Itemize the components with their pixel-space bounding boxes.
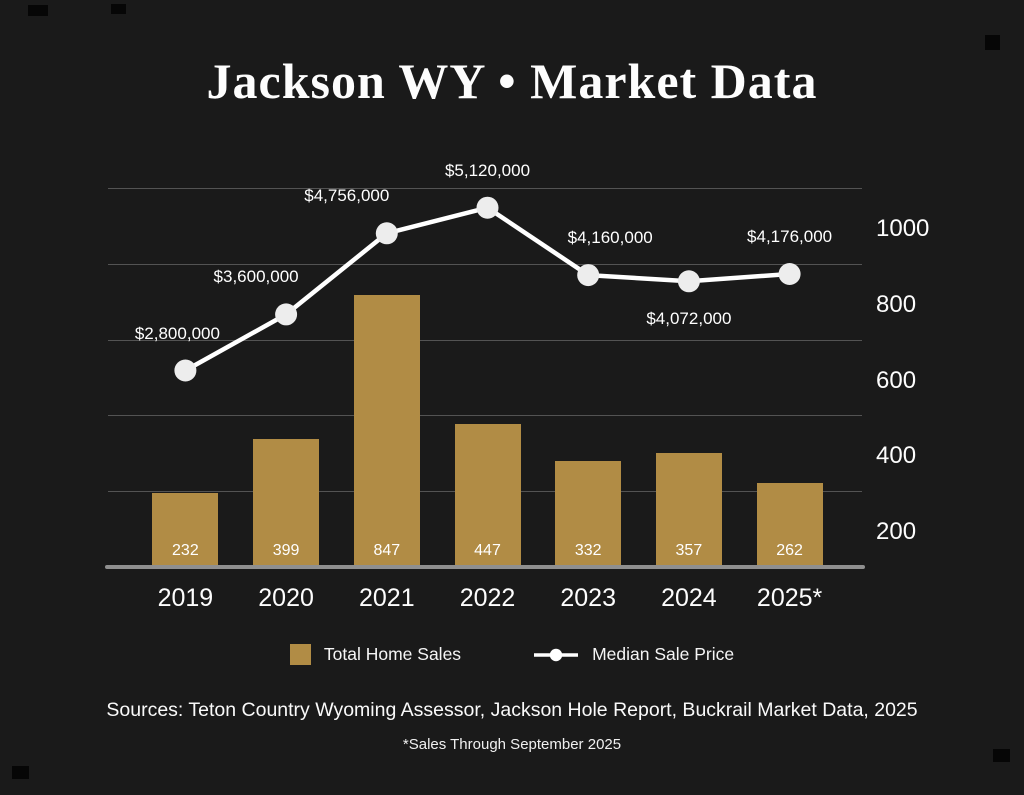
bar-value-label: 262: [776, 542, 803, 559]
bar-value-label: 847: [373, 541, 401, 559]
bar-value-label: 357: [675, 542, 703, 559]
x-axis-line: [105, 565, 865, 569]
median-price-line: [183, 205, 792, 373]
bar-value-label: 232: [172, 541, 199, 559]
total-home-sales-bar: 357: [655, 452, 722, 567]
gridline: [108, 339, 862, 341]
total-home-sales-bar: 847: [353, 295, 420, 567]
median-price-point: [174, 359, 197, 382]
total-home-sales-bar: 399: [253, 439, 320, 567]
y-axis-tick-label: 200: [876, 518, 917, 546]
total-home-sales-bar: 262: [756, 483, 823, 567]
sources-text: Sources: Teton Country Wyoming Assessor,…: [106, 699, 918, 721]
median-price-point: [677, 270, 700, 293]
y-axis-tick-label: 400: [876, 442, 917, 470]
median-price-data-label: $4,160,000: [567, 228, 653, 248]
line-swatch-icon: [534, 648, 579, 661]
x-axis-label: 2019: [157, 584, 214, 612]
legend-item-total-home-sales: Total Home Sales: [289, 644, 462, 665]
y-axis-tick-label: 600: [876, 366, 917, 394]
bar-value-label: 332: [574, 542, 602, 559]
median-price-point: [275, 303, 298, 326]
median-price-data-label: $4,176,000: [747, 227, 833, 246]
bar-swatch-icon: [289, 644, 311, 665]
x-axis-label: 2024: [661, 584, 717, 612]
total-home-sales-bar: 447: [454, 423, 521, 567]
y-axis-tick-label: 800: [876, 290, 917, 318]
median-price-data-label: $3,600,000: [213, 267, 299, 287]
y-axis-tick-label: 1000: [876, 214, 930, 242]
median-price-data-label: $5,120,000: [444, 160, 531, 180]
median-price-point: [778, 263, 801, 285]
bar-value-label: 447: [474, 541, 501, 559]
x-axis-label: 2022: [459, 584, 516, 612]
legend-label-median-sale-price: Median Sale Price: [592, 644, 735, 664]
legend-label-total-home-sales: Total Home Sales: [323, 644, 462, 664]
median-price-data-label: $4,756,000: [304, 186, 390, 206]
total-home-sales-bar: 232: [152, 492, 219, 567]
x-axis-label: 2021: [358, 584, 415, 612]
median-price-data-label: $4,072,000: [646, 309, 732, 329]
median-price-point: [375, 222, 398, 245]
corner-mark: [12, 766, 29, 779]
bar-value-label: 399: [272, 542, 300, 559]
corner-mark: [111, 4, 126, 14]
chart-legend: Total Home Sales Median Sale Price: [0, 644, 1024, 665]
corner-mark: [985, 35, 1000, 50]
x-axis-label: 2020: [258, 584, 314, 612]
gridline: [108, 415, 862, 417]
page-title: Jackson WY • Market Data: [206, 53, 818, 109]
median-price-point: [577, 264, 600, 287]
total-home-sales-bar: 332: [555, 460, 622, 567]
corner-mark: [28, 5, 48, 16]
gridline: [108, 263, 862, 265]
footnote-text: *Sales Through September 2025: [402, 736, 622, 753]
legend-item-median-sale-price: Median Sale Price: [533, 644, 734, 665]
median-price-data-label: $2,800,000: [134, 323, 220, 343]
gridline: [108, 187, 862, 189]
median-price-point: [476, 196, 499, 219]
x-axis-label: 2023: [560, 584, 616, 612]
corner-mark: [993, 749, 1010, 762]
x-axis-label: 2025*: [756, 584, 823, 612]
